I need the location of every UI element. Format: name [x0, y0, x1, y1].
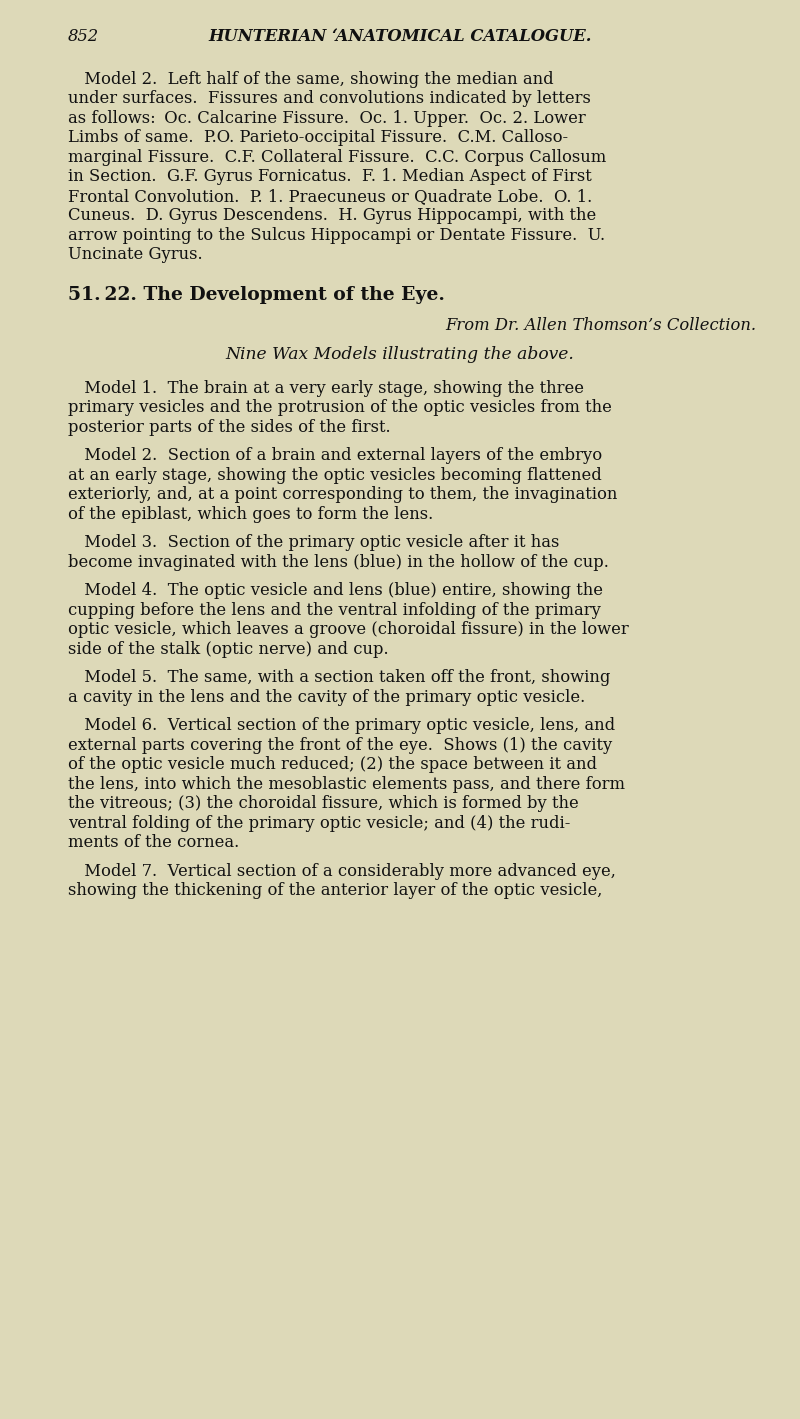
Text: 852: 852	[68, 28, 99, 45]
Text: Limbs of same.  P.O. Parieto-occipital Fissure.  C.M. Calloso-: Limbs of same. P.O. Parieto-occipital Fi…	[68, 129, 568, 146]
Text: Frontal Convolution.  P. 1. Praecuneus or Quadrate Lobe.  O. 1.: Frontal Convolution. P. 1. Praecuneus or…	[68, 187, 592, 204]
Text: From Dr. Allen Thomson’s Collection.: From Dr. Allen Thomson’s Collection.	[445, 316, 756, 333]
Text: marginal Fissure.  C.F. Collateral Fissure.  C.C. Corpus Callosum: marginal Fissure. C.F. Collateral Fissur…	[68, 149, 606, 166]
Text: become invaginated with the lens (blue) in the hollow of the cup.: become invaginated with the lens (blue) …	[68, 553, 609, 570]
Text: Model 2.  Left half of the same, showing the median and: Model 2. Left half of the same, showing …	[68, 71, 554, 88]
Text: Nine Wax Models illustrating the above.: Nine Wax Models illustrating the above.	[226, 346, 574, 363]
Text: at an early stage, showing the optic vesicles becoming flattened: at an early stage, showing the optic ves…	[68, 467, 602, 484]
Text: Model 1.  The brain at a very early stage, showing the three: Model 1. The brain at a very early stage…	[68, 379, 584, 396]
Text: arrow pointing to the Sulcus Hippocampi or Dentate Fissure.  U.: arrow pointing to the Sulcus Hippocampi …	[68, 227, 605, 244]
Text: Cuneus.  D. Gyrus Descendens.  H. Gyrus Hippocampi, with the: Cuneus. D. Gyrus Descendens. H. Gyrus Hi…	[68, 207, 596, 224]
Text: HUNTERIAN ‘ANATOMICAL CATALOGUE.: HUNTERIAN ‘ANATOMICAL CATALOGUE.	[208, 28, 592, 45]
Text: ventral folding of the primary optic vesicle; and (4) the rudi-: ventral folding of the primary optic ves…	[68, 815, 570, 832]
Text: posterior parts of the sides of the first.: posterior parts of the sides of the firs…	[68, 419, 390, 436]
Text: of the epiblast, which goes to form the lens.: of the epiblast, which goes to form the …	[68, 505, 434, 522]
Text: Model 3.  Section of the primary optic vesicle after it has: Model 3. Section of the primary optic ve…	[68, 534, 559, 551]
Text: Uncinate Gyrus.: Uncinate Gyrus.	[68, 247, 202, 264]
Text: the vitreous; (3) the choroidal fissure, which is formed by the: the vitreous; (3) the choroidal fissure,…	[68, 795, 578, 812]
Text: side of the stalk (optic nerve) and cup.: side of the stalk (optic nerve) and cup.	[68, 640, 389, 657]
Text: as follows:  Oc. Calcarine Fissure.  Oc. 1. Upper.  Oc. 2. Lower: as follows: Oc. Calcarine Fissure. Oc. 1…	[68, 109, 586, 126]
Text: Model 7.  Vertical section of a considerably more advanced eye,: Model 7. Vertical section of a considera…	[68, 863, 616, 880]
Text: Model 2.  Section of a brain and external layers of the embryo: Model 2. Section of a brain and external…	[68, 447, 602, 464]
Text: a cavity in the lens and the cavity of the primary optic vesicle.: a cavity in the lens and the cavity of t…	[68, 688, 586, 705]
Text: under surfaces.  Fissures and convolutions indicated by letters: under surfaces. Fissures and convolution…	[68, 91, 591, 108]
Text: showing the thickening of the anterior layer of the optic vesicle,: showing the thickening of the anterior l…	[68, 883, 602, 900]
Text: the lens, into which the mesoblastic elements pass, and there form: the lens, into which the mesoblastic ele…	[68, 776, 625, 792]
Text: optic vesicle, which leaves a groove (choroidal fissure) in the lower: optic vesicle, which leaves a groove (ch…	[68, 622, 629, 639]
Text: in Section.  G.F. Gyrus Fornicatus.  F. 1. Median Aspect of First: in Section. G.F. Gyrus Fornicatus. F. 1.…	[68, 169, 592, 186]
Text: ments of the cornea.: ments of the cornea.	[68, 834, 239, 851]
Text: Model 6.  Vertical section of the primary optic vesicle, lens, and: Model 6. Vertical section of the primary…	[68, 717, 615, 734]
Text: Model 5.  The same, with a section taken off the front, showing: Model 5. The same, with a section taken …	[68, 668, 610, 685]
Text: cupping before the lens and the ventral infolding of the primary: cupping before the lens and the ventral …	[68, 602, 601, 619]
Text: Model 4.  The optic vesicle and lens (blue) entire, showing the: Model 4. The optic vesicle and lens (blu…	[68, 582, 603, 599]
Text: primary vesicles and the protrusion of the optic vesicles from the: primary vesicles and the protrusion of t…	[68, 399, 612, 416]
Text: external parts covering the front of the eye.  Shows (1) the cavity: external parts covering the front of the…	[68, 736, 612, 753]
Text: exteriorly, and, at a point corresponding to them, the invagination: exteriorly, and, at a point correspondin…	[68, 485, 618, 502]
Text: of the optic vesicle much reduced; (2) the space between it and: of the optic vesicle much reduced; (2) t…	[68, 756, 597, 773]
Text: 51. 22. The Development of the Eye.: 51. 22. The Development of the Eye.	[68, 285, 445, 304]
